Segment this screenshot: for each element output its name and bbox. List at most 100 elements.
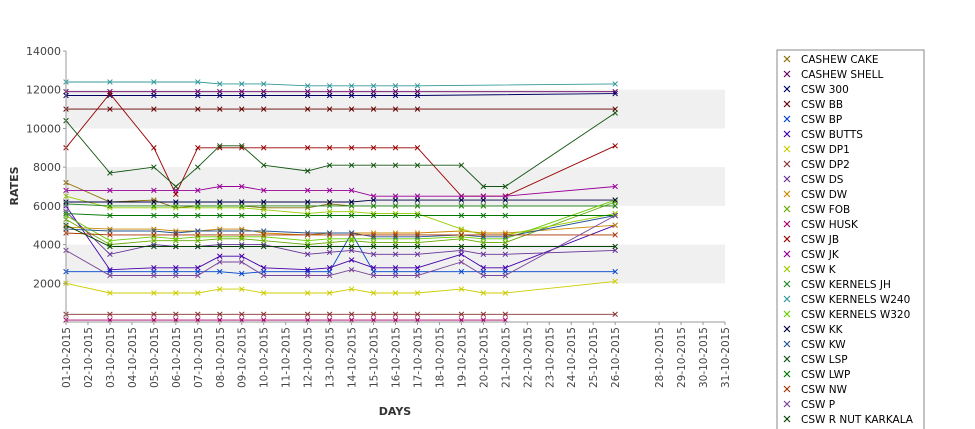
data-point-marker: [173, 232, 179, 238]
series-line: [65, 201, 616, 246]
data-point-marker: [151, 92, 157, 99]
legend-item: CSW DW: [783, 189, 848, 201]
legend-label: CSW BB: [801, 99, 843, 111]
legend-box: [776, 49, 925, 429]
data-point-marker: [370, 265, 377, 271]
data-point-marker: [217, 143, 223, 149]
data-point-marker: [217, 92, 223, 99]
data-point-marker: [414, 212, 421, 219]
data-point-marker: [502, 265, 509, 271]
data-point-marker: [414, 106, 421, 112]
x-tick-label: 09-10-2015: [237, 327, 249, 388]
data-point-marker: [326, 265, 333, 271]
legend-marker: [783, 70, 791, 78]
data-point-marker: [195, 212, 201, 219]
data-point-marker: [260, 205, 267, 211]
data-point-marker: [238, 241, 245, 248]
data-point-marker: [612, 203, 618, 209]
legend-marker: [783, 175, 791, 183]
data-point-marker: [304, 205, 311, 211]
data-point-marker: [502, 212, 509, 219]
data-point-marker: [238, 92, 245, 99]
data-point-marker: [414, 210, 421, 217]
data-point-marker: [260, 212, 267, 219]
data-point-marker: [480, 290, 487, 296]
data-point-marker: [107, 311, 113, 318]
data-point-marker: [480, 232, 487, 238]
data-point-marker: [326, 92, 333, 99]
data-point-marker: [370, 234, 377, 240]
data-point-marker: [260, 272, 267, 279]
legend-item: CSW KK: [783, 324, 844, 336]
x-tick-label: 23-10-2015: [544, 327, 556, 388]
x-tick-label: 17-10-2015: [412, 327, 424, 388]
data-point-marker: [107, 90, 113, 97]
data-point-marker: [480, 197, 487, 203]
y-axis-label: RATES: [8, 166, 21, 205]
data-point-marker: [480, 272, 487, 279]
series-line: [65, 112, 616, 188]
data-point-marker: [304, 210, 311, 217]
data-point-marker: [458, 311, 465, 318]
data-point-marker: [370, 251, 377, 258]
data-point-marker: [260, 199, 267, 205]
legend-marker: [783, 325, 791, 333]
y-tick-label: 10000: [26, 122, 61, 135]
data-point-marker: [458, 259, 465, 265]
data-point-marker: [414, 290, 421, 296]
legend-marker: [783, 130, 791, 138]
x-tick-label: 22-10-2015: [522, 327, 534, 388]
data-point-marker: [173, 272, 179, 279]
data-point-marker: [392, 272, 399, 279]
data-point-marker: [326, 162, 333, 168]
data-point-marker: [480, 203, 487, 209]
data-point-marker: [612, 81, 618, 87]
series-line: [65, 280, 616, 294]
data-point-marker: [348, 212, 355, 219]
data-point-marker: [195, 145, 201, 151]
data-point-marker: [260, 187, 267, 194]
data-point-marker: [370, 197, 377, 203]
data-point-marker: [304, 92, 311, 99]
data-point-marker: [612, 212, 618, 219]
data-point-marker: [480, 251, 487, 258]
data-point-marker: [414, 234, 421, 240]
legend-label: CSW BUTTS: [801, 129, 863, 141]
x-tick-label: 11-10-2015: [281, 327, 293, 388]
legend-item: CSW DS: [783, 174, 844, 186]
legend-label: CSW P: [801, 399, 835, 411]
data-point-marker: [304, 251, 311, 258]
data-point-marker: [260, 92, 267, 99]
series-line: [65, 224, 616, 236]
data-point-marker: [260, 243, 267, 250]
data-point-marker: [173, 237, 179, 244]
data-point-marker: [370, 203, 377, 209]
data-point-marker: [480, 265, 487, 271]
data-point-marker: [458, 243, 465, 250]
data-point-marker: [392, 290, 399, 296]
data-point-marker: [392, 162, 399, 168]
data-point-marker: [480, 243, 487, 250]
data-point-marker: [151, 226, 157, 232]
legend-label: CSW KERNELS W320: [801, 309, 910, 321]
data-point-marker: [458, 286, 465, 292]
data-point-marker: [107, 243, 113, 250]
data-point-marker: [414, 145, 421, 151]
legend-item: CSW FOB: [783, 204, 850, 216]
legend-item: CSW DP2: [783, 159, 850, 171]
data-point-marker: [612, 222, 618, 228]
legend-label: CSW JB: [801, 234, 839, 246]
x-tick-label: 24-10-2015: [566, 327, 578, 388]
data-point-marker: [370, 145, 377, 151]
data-point-marker: [326, 199, 333, 205]
data-point-marker: [217, 81, 223, 87]
legend-item: CSW DP1: [783, 144, 850, 156]
data-point-marker: [326, 272, 333, 279]
data-point-marker: [195, 79, 201, 85]
data-point-marker: [217, 183, 223, 190]
data-point-marker: [195, 106, 201, 112]
data-point-marker: [392, 234, 399, 240]
legend-label: CSW FOB: [801, 204, 850, 216]
data-point-marker: [107, 290, 113, 296]
data-point-marker: [260, 311, 267, 318]
